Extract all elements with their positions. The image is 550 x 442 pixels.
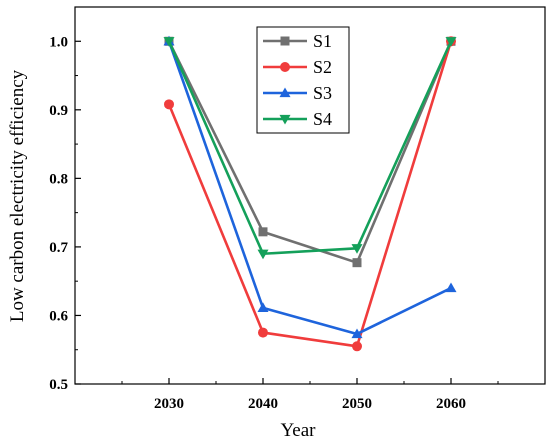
legend-label: S2	[313, 57, 332, 77]
legend-item-s2: S2	[263, 57, 332, 77]
x-tick-label: 2050	[342, 396, 372, 412]
axis-ticks: 2030 2040 2050 2060 0.5 0.6 0.7 0.8 0.9 1.0	[49, 34, 499, 412]
y-axis-title: Low carbon electricity efficiency	[7, 69, 28, 322]
data-point-s4	[351, 244, 363, 254]
y-tick-label: 0.5	[49, 377, 68, 393]
legend-item-s3: S3	[263, 83, 332, 103]
legend-box	[256, 26, 350, 134]
data-point-s4	[163, 37, 175, 47]
series-line-s1	[167, 40, 453, 264]
legend-marker	[280, 36, 290, 46]
data-point-s1	[352, 258, 362, 268]
data-point-s4	[445, 37, 457, 47]
data-point-s1	[258, 227, 268, 237]
series-s4	[163, 37, 457, 260]
data-point-s2	[164, 99, 174, 110]
legend-marker	[279, 87, 291, 98]
x-axis-title: Year	[280, 420, 316, 441]
data-point-s2	[258, 327, 268, 338]
legend-marker	[279, 114, 291, 125]
legend: S1 S2 S3 S4	[256, 26, 350, 134]
series-layer	[163, 35, 457, 352]
legend-item-s1: S1	[263, 31, 332, 51]
data-point-s2	[352, 341, 362, 352]
series-line-s4	[167, 40, 453, 256]
series-line-s3	[167, 40, 452, 336]
data-point-s4	[257, 249, 269, 260]
legend-label: S4	[313, 109, 332, 129]
legend-item-s4: S4	[263, 109, 332, 129]
y-tick-label: 0.9	[49, 103, 68, 119]
legend-label: S1	[313, 31, 332, 51]
legend-label: S3	[313, 83, 332, 103]
series-line-s2	[167, 40, 453, 348]
data-point-s3	[351, 328, 363, 339]
x-tick-label: 2040	[248, 396, 278, 412]
data-point-s3	[257, 302, 269, 313]
y-tick-label: 1.0	[49, 34, 68, 50]
x-tick-label: 2030	[154, 396, 184, 412]
y-tick-label: 0.6	[49, 308, 68, 324]
x-tick-label: 2060	[436, 396, 466, 412]
y-tick-label: 0.8	[49, 171, 68, 187]
legend-marker	[280, 62, 290, 72]
data-point-s3	[445, 282, 457, 293]
y-tick-label: 0.7	[49, 240, 68, 256]
